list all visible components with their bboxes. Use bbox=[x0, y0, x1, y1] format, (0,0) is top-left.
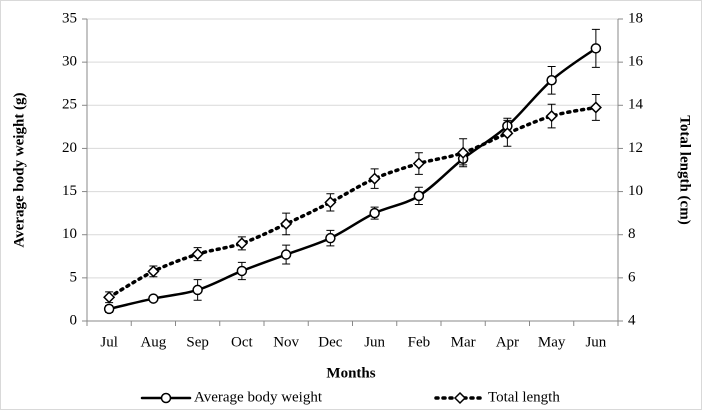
marker bbox=[103, 303, 115, 315]
marker bbox=[160, 392, 172, 404]
x-axis-title: Months bbox=[326, 365, 375, 381]
x-tick-label: Nov bbox=[273, 334, 299, 350]
y-tick-label: 35 bbox=[62, 10, 77, 26]
marker bbox=[545, 110, 558, 123]
y-tick-label: 30 bbox=[62, 54, 77, 70]
legend-label: Average body weight bbox=[194, 389, 323, 405]
y2-tick-label: 16 bbox=[628, 54, 644, 70]
y2-tick-label: 18 bbox=[628, 10, 643, 26]
marker bbox=[590, 43, 602, 54]
marker bbox=[453, 391, 467, 405]
marker bbox=[457, 146, 470, 159]
marker bbox=[236, 265, 248, 277]
x-tick-label: Jun bbox=[585, 334, 606, 350]
marker bbox=[501, 127, 514, 140]
y-axis-title: Average body weight (g) bbox=[11, 92, 27, 247]
y2-tick-label: 8 bbox=[628, 226, 636, 242]
x-tick-label: Jun bbox=[364, 334, 385, 350]
y2-tick-label: 10 bbox=[628, 183, 643, 199]
marker bbox=[369, 207, 380, 219]
marker bbox=[280, 249, 292, 260]
y-tick-label: 25 bbox=[62, 97, 77, 113]
y2-tick-label: 14 bbox=[628, 97, 644, 113]
marker bbox=[103, 291, 116, 304]
x-tick-label: Aug bbox=[140, 334, 166, 350]
marker bbox=[368, 172, 381, 185]
marker bbox=[192, 284, 203, 296]
legend-label: Total length bbox=[488, 389, 560, 405]
marker bbox=[148, 293, 159, 304]
y2-tick-label: 4 bbox=[628, 312, 636, 328]
marker bbox=[412, 157, 425, 170]
y2-tick-label: 6 bbox=[628, 269, 636, 285]
y-tick-label: 10 bbox=[62, 226, 77, 242]
y2-tick-label: 12 bbox=[628, 140, 643, 156]
marker bbox=[413, 190, 425, 202]
marker bbox=[191, 248, 204, 261]
x-tick-label: Apr bbox=[496, 334, 519, 350]
marker bbox=[589, 101, 602, 114]
y-tick-label: 0 bbox=[70, 312, 78, 328]
x-tick-label: Oct bbox=[231, 334, 253, 350]
y-tick-label: 20 bbox=[62, 140, 77, 156]
x-tick-label: Sep bbox=[186, 334, 209, 350]
marker bbox=[280, 217, 293, 230]
x-tick-label: Jul bbox=[100, 334, 118, 350]
x-tick-label: May bbox=[538, 334, 566, 350]
marker bbox=[235, 237, 248, 250]
x-tick-label: Dec bbox=[318, 334, 342, 350]
x-tick-label: Feb bbox=[408, 334, 431, 350]
marker bbox=[147, 265, 160, 278]
marker bbox=[325, 232, 336, 244]
x-tick-label: Mar bbox=[451, 334, 476, 350]
marker bbox=[324, 196, 337, 209]
y-tick-label: 15 bbox=[62, 183, 77, 199]
y-tick-label: 5 bbox=[70, 269, 78, 285]
y2-axis-title: Total length (cm) bbox=[677, 115, 693, 224]
marker bbox=[546, 75, 557, 86]
